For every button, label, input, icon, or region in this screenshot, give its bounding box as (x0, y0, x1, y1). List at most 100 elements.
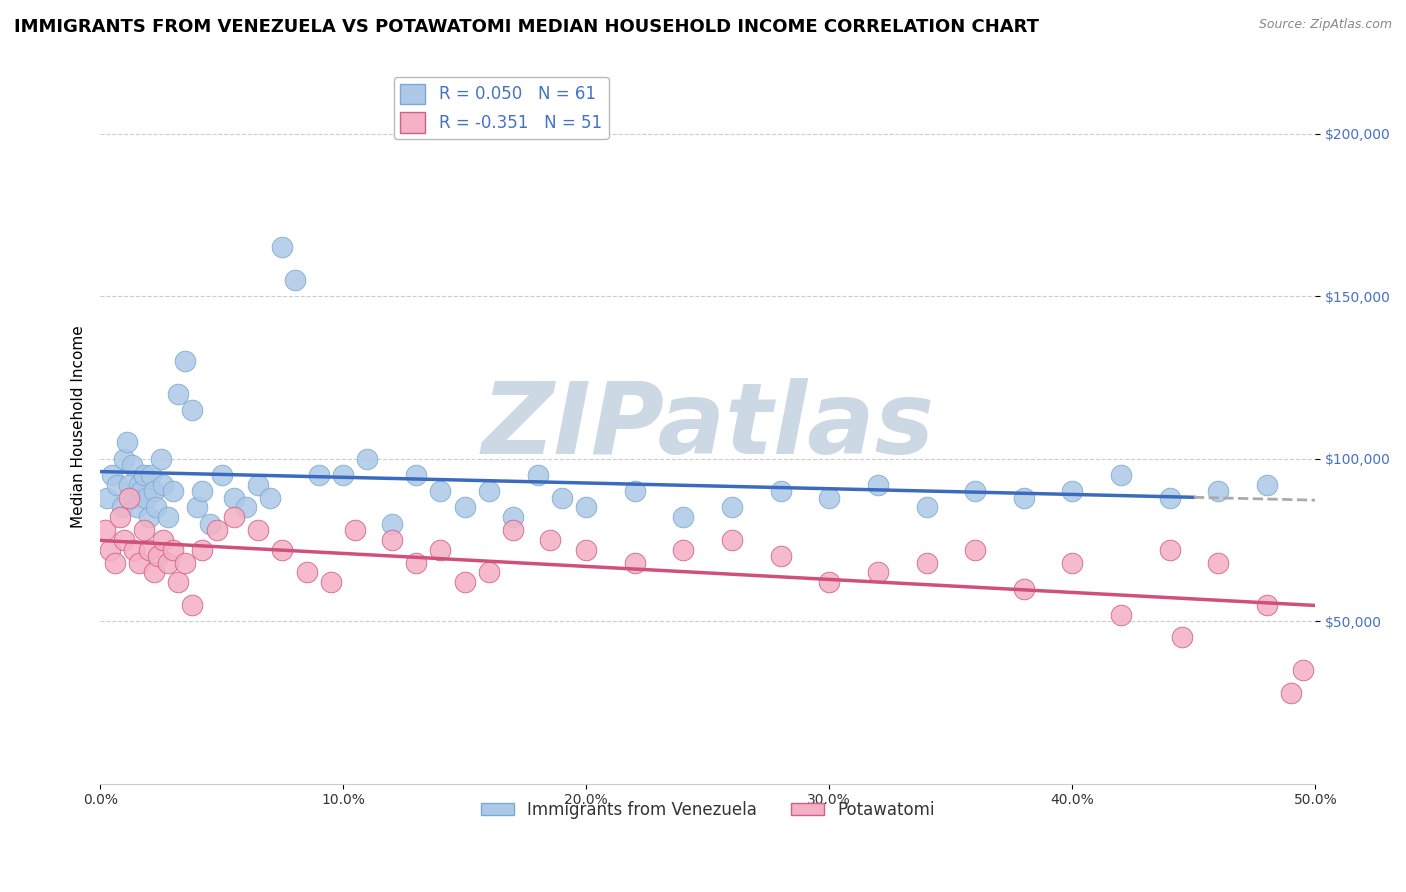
Point (114, 451, 136, 466)
Point (138, 542, 160, 557)
Point (538, 533, 561, 547)
Point (141, 467, 163, 482)
Point (149, 451, 172, 466)
Point (1062, 556, 1084, 570)
Point (152, 477, 174, 491)
Point (118, 477, 141, 491)
Point (132, 523, 155, 537)
Point (118, 491, 141, 505)
Legend: Immigrants from Venezuela, Potawatomi: Immigrants from Venezuela, Potawatomi (474, 794, 942, 825)
Point (1012, 582, 1035, 596)
Point (502, 510, 524, 524)
Point (624, 556, 647, 570)
Point (1292, 663, 1315, 677)
Point (174, 556, 197, 570)
Point (247, 477, 270, 491)
Point (222, 510, 245, 524)
Point (721, 533, 744, 547)
Point (381, 516, 404, 531)
Point (191, 484, 214, 499)
Point (721, 500, 744, 515)
Point (575, 542, 598, 557)
Point (551, 491, 574, 505)
Point (181, 402, 204, 417)
Point (148, 549, 170, 564)
Point (104, 556, 127, 570)
Point (1170, 631, 1192, 645)
Text: IMMIGRANTS FROM VENEZUELA VS POTAWATOMI MEDIAN HOUSEHOLD INCOME CORRELATION CHAR: IMMIGRANTS FROM VENEZUELA VS POTAWATOMI … (14, 18, 1039, 36)
Point (211, 467, 233, 482)
Point (186, 500, 208, 515)
Point (1206, 556, 1229, 570)
Point (1206, 484, 1229, 499)
Point (405, 556, 427, 570)
Point (1062, 484, 1084, 499)
Point (769, 484, 792, 499)
Point (94, 523, 117, 537)
Point (142, 566, 165, 580)
Point (271, 240, 294, 254)
Point (915, 500, 938, 515)
Point (271, 542, 294, 557)
Point (259, 491, 281, 505)
Point (429, 484, 451, 499)
Point (575, 500, 598, 515)
Point (157, 510, 180, 524)
Point (132, 467, 155, 482)
Point (672, 510, 695, 524)
Point (1159, 491, 1181, 505)
Point (135, 491, 157, 505)
Point (284, 273, 307, 287)
Point (128, 556, 150, 570)
Text: ZIPatlas: ZIPatlas (481, 377, 935, 475)
Point (1279, 686, 1302, 700)
Point (1159, 542, 1181, 557)
Point (125, 500, 148, 515)
Point (478, 566, 501, 580)
Point (181, 598, 204, 612)
Point (866, 477, 889, 491)
Point (121, 458, 143, 472)
Point (167, 575, 190, 590)
Point (105, 477, 128, 491)
Point (965, 542, 987, 557)
Point (1109, 607, 1132, 622)
Point (96, 491, 118, 505)
Point (114, 533, 136, 547)
Point (502, 523, 524, 537)
Point (1256, 477, 1278, 491)
Point (295, 566, 318, 580)
Point (1012, 491, 1035, 505)
Point (174, 354, 197, 368)
Point (818, 491, 841, 505)
Point (454, 575, 477, 590)
Point (191, 542, 214, 557)
Point (454, 500, 477, 515)
Point (167, 386, 190, 401)
Point (478, 484, 501, 499)
Y-axis label: Median Household Income: Median Household Income (72, 325, 86, 527)
Point (108, 510, 131, 524)
Point (1109, 467, 1132, 482)
Point (624, 484, 647, 499)
Point (818, 575, 841, 590)
Point (162, 484, 184, 499)
Point (222, 491, 245, 505)
Point (319, 575, 342, 590)
Point (672, 542, 695, 557)
Point (131, 484, 153, 499)
Point (356, 451, 378, 466)
Point (429, 542, 451, 557)
Point (152, 533, 174, 547)
Point (128, 477, 150, 491)
Point (381, 533, 404, 547)
Point (526, 467, 548, 482)
Point (1256, 598, 1278, 612)
Point (138, 510, 160, 524)
Point (235, 500, 257, 515)
Point (866, 566, 889, 580)
Point (122, 542, 145, 557)
Point (769, 549, 792, 564)
Point (198, 516, 221, 531)
Point (111, 500, 134, 515)
